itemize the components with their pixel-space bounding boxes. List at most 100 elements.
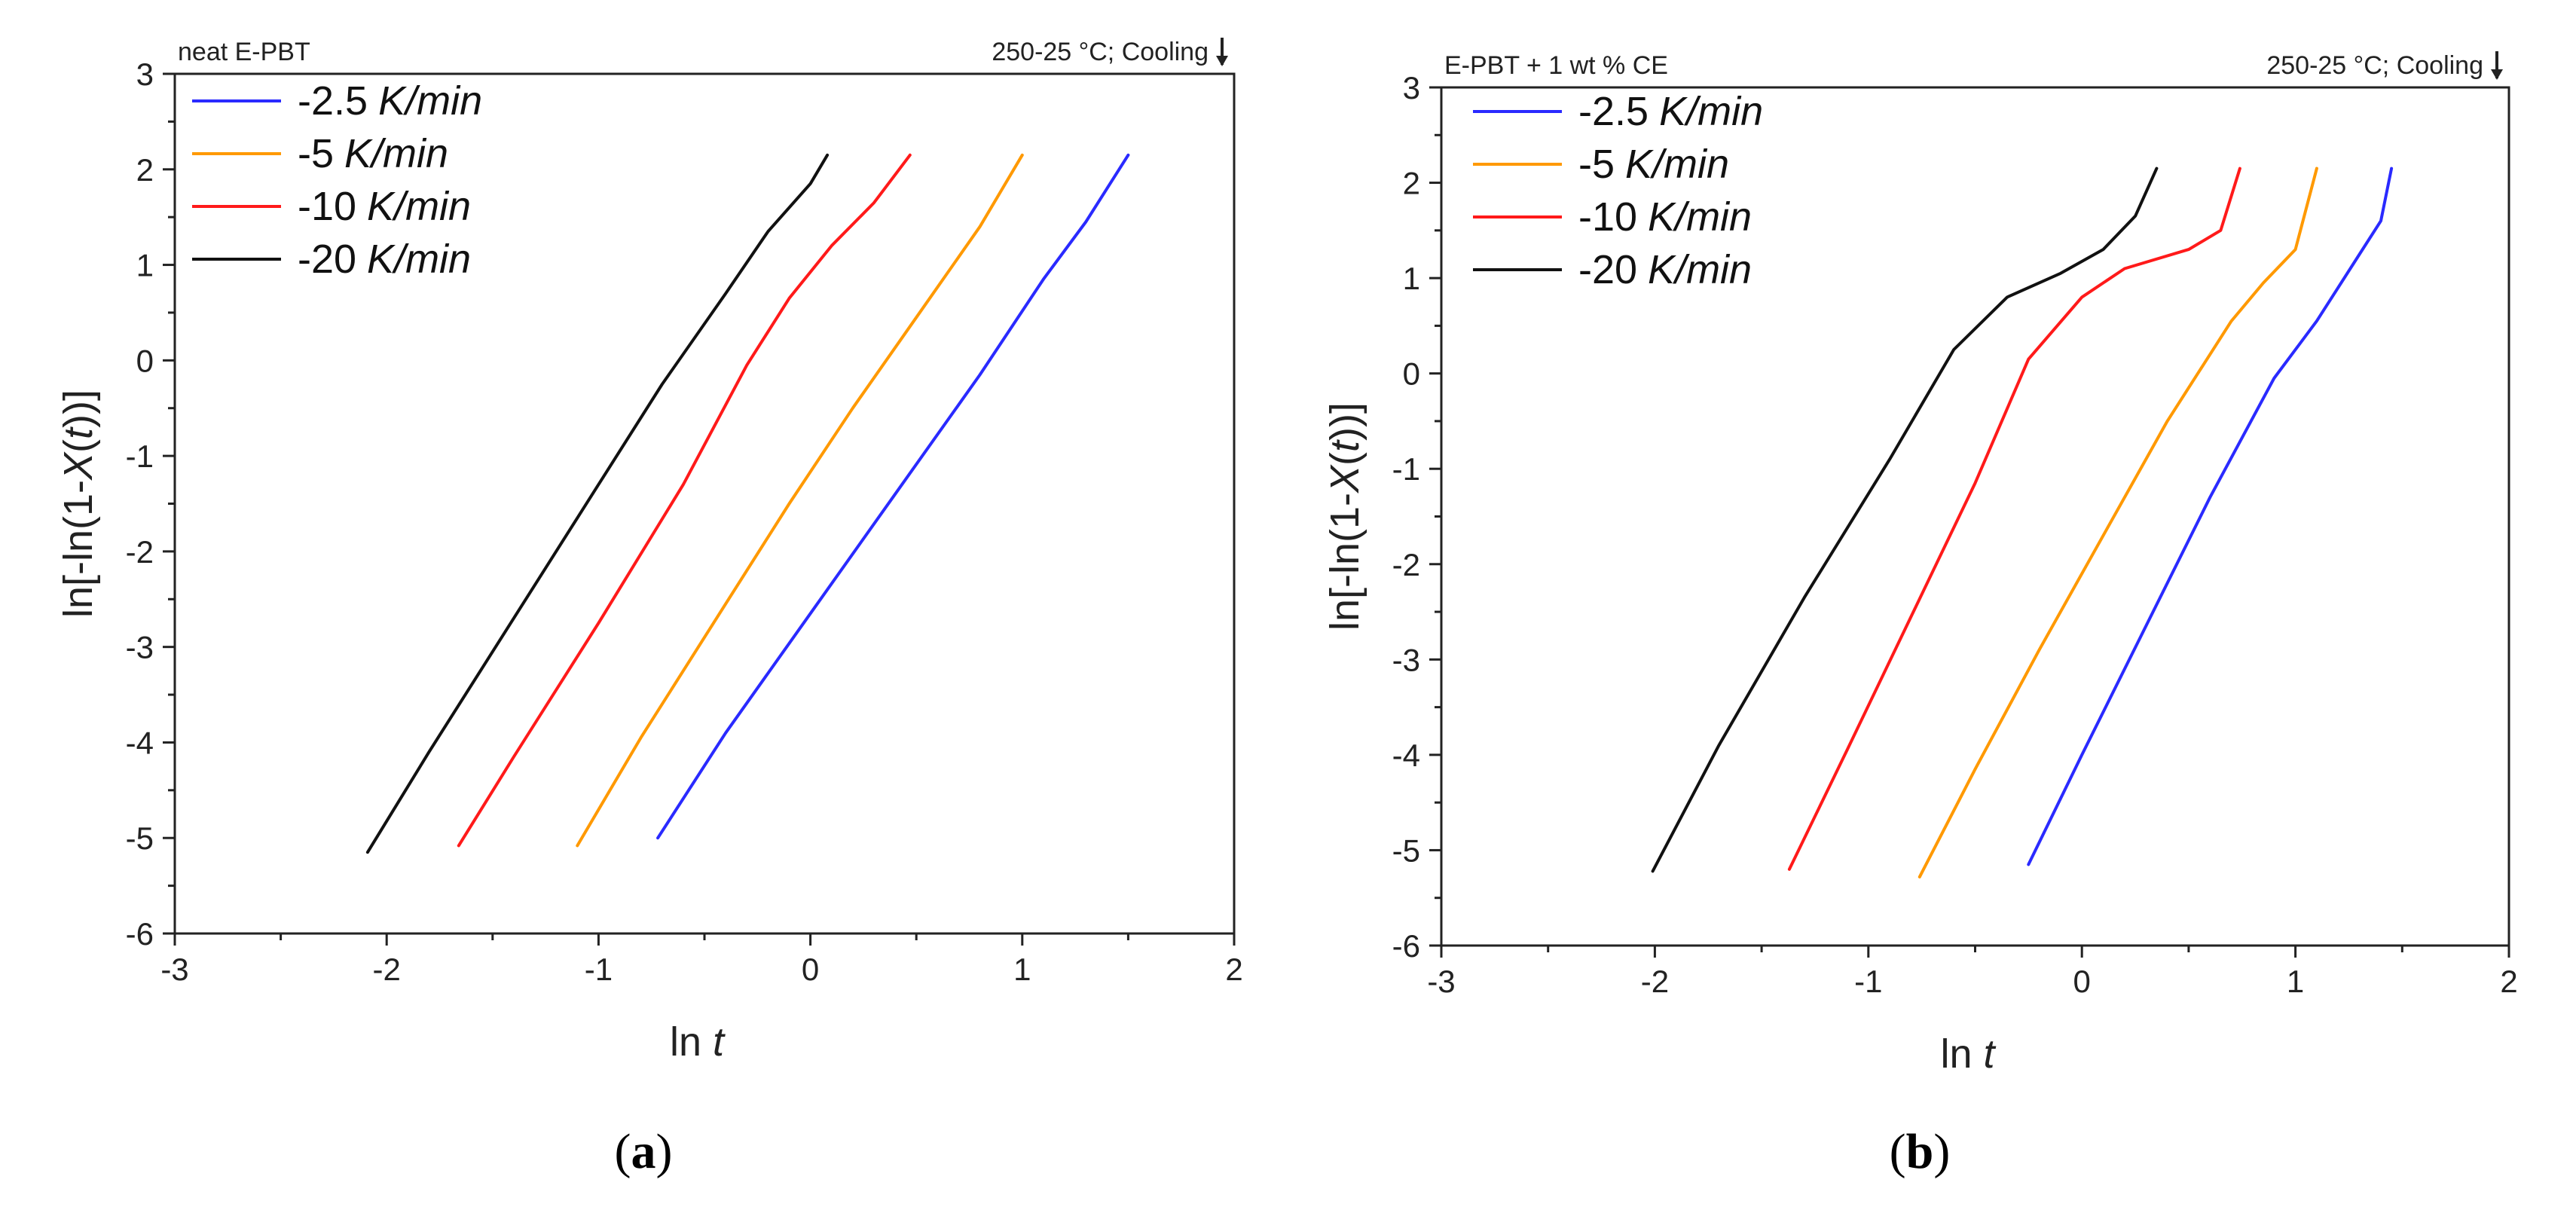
y-tick-label: -1 xyxy=(1392,451,1420,487)
y-tick-label: -4 xyxy=(126,725,154,760)
x-tick-label: -3 xyxy=(160,952,188,987)
y-axis-title-var-t: t xyxy=(56,426,101,439)
x-tick-label: 1 xyxy=(1013,952,1031,987)
panel-label-open: ( xyxy=(1890,1124,1906,1179)
legend-rate: -5 xyxy=(1578,142,1615,187)
y-axis-title-var-x: X xyxy=(1322,464,1367,494)
legend-item: -5 K/min xyxy=(192,131,448,176)
y-axis-title: ln[-ln(1-X(t))] xyxy=(1322,402,1367,631)
y-axis-title-text: ln[-ln(1- xyxy=(1322,493,1367,631)
legend-label: -10 K/min xyxy=(298,184,471,229)
y-tick-label: -3 xyxy=(126,630,154,665)
legend-unit: K/min xyxy=(1625,142,1729,187)
condition-note: 250-25 °C; Cooling xyxy=(2266,51,2483,80)
legend-rate: -2.5 xyxy=(1578,89,1649,134)
y-axis-title-var-t: t xyxy=(1322,439,1367,452)
x-tick-label: -2 xyxy=(1641,964,1669,999)
y-tick-label: -3 xyxy=(1392,642,1420,677)
legend-rate: -10 xyxy=(298,184,356,229)
legend-item: -10 K/min xyxy=(1473,194,1752,240)
condition-note: 250-25 °C; Cooling xyxy=(992,38,1209,66)
y-tick-label: -5 xyxy=(126,820,154,856)
y-tick-label: -2 xyxy=(1392,547,1420,582)
y-axis-title-var-x: X xyxy=(56,451,101,481)
legend-unit: K/min xyxy=(367,237,471,282)
y-tick-label: -5 xyxy=(1392,833,1420,868)
y-axis-title-close: ))] xyxy=(1322,402,1367,441)
legend-item: -2.5 K/min xyxy=(192,78,482,124)
panel-label: (b) xyxy=(1890,1124,1951,1179)
y-axis-title-text: ln[-ln(1- xyxy=(56,480,101,618)
y-tick-label: -4 xyxy=(1392,738,1420,773)
x-tick-label: -1 xyxy=(585,952,613,987)
down-arrow-head xyxy=(1216,56,1228,66)
panel-label-letter: b xyxy=(1906,1124,1934,1179)
series-line--10 xyxy=(1787,167,2241,871)
panel-label-close: ) xyxy=(656,1124,673,1179)
y-axis-title: ln[-ln(1-X(t))] xyxy=(56,390,101,618)
legend-unit: K/min xyxy=(378,78,482,124)
y-axis-title-close: ))] xyxy=(56,390,101,428)
legend-label: -10 K/min xyxy=(1578,194,1752,240)
legend-label: -2.5 K/min xyxy=(1578,89,1763,134)
y-tick-label: 2 xyxy=(136,152,154,188)
y-tick-label: 1 xyxy=(136,248,154,283)
legend-item: -2.5 K/min xyxy=(1473,89,1763,134)
legend-rate: -20 xyxy=(1578,247,1637,292)
legend-unit: K/min xyxy=(1659,89,1763,134)
legend-item: -20 K/min xyxy=(1473,247,1752,292)
series-line--20 xyxy=(1651,167,2159,873)
down-arrow-icon xyxy=(2491,51,2503,80)
x-axis-title: ln t xyxy=(1940,1031,1996,1077)
legend-item: -5 K/min xyxy=(1473,142,1729,187)
x-axis-title-var: t xyxy=(713,1019,726,1065)
x-axis-title-text: ln xyxy=(670,1019,713,1065)
panel-label-close: ) xyxy=(1933,1124,1950,1179)
legend-label: -20 K/min xyxy=(298,237,471,282)
y-tick-label: 0 xyxy=(136,343,154,378)
x-tick-label: 0 xyxy=(2073,964,2091,999)
x-tick-label: -1 xyxy=(1854,964,1882,999)
y-tick-label: -6 xyxy=(1392,928,1420,964)
x-axis-title-var: t xyxy=(1984,1031,1997,1077)
y-tick-label: -2 xyxy=(126,534,154,570)
legend-unit: K/min xyxy=(1648,247,1752,292)
panel-label: (a) xyxy=(615,1124,673,1179)
y-tick-label: -1 xyxy=(126,438,154,474)
sample-note: E-PBT + 1 wt % CE xyxy=(1444,51,1668,80)
series-line--20 xyxy=(365,153,830,854)
legend-rate: -5 xyxy=(298,131,334,176)
legend-label: -5 K/min xyxy=(1578,142,1729,187)
panel-label-letter: a xyxy=(631,1124,656,1179)
legend-item: -10 K/min xyxy=(192,184,471,229)
y-axis-title-paren: ( xyxy=(1322,452,1367,466)
x-axis-title-text: ln xyxy=(1940,1031,1983,1077)
legend-label: -20 K/min xyxy=(1578,247,1752,292)
x-tick-label: -3 xyxy=(1427,964,1455,999)
y-tick-label: 1 xyxy=(1403,261,1420,296)
y-axis-title-paren: ( xyxy=(56,439,101,453)
x-tick-label: 0 xyxy=(802,952,819,987)
y-tick-label: 3 xyxy=(1403,70,1420,105)
x-tick-label: 2 xyxy=(2500,964,2517,999)
series-line--2.5 xyxy=(2027,167,2394,866)
down-arrow-icon xyxy=(1216,38,1228,66)
legend-unit: K/min xyxy=(1648,194,1752,240)
x-tick-label: -2 xyxy=(373,952,401,987)
sample-note: neat E-PBT xyxy=(178,38,310,66)
legend-unit: K/min xyxy=(367,184,471,229)
y-tick-label: 2 xyxy=(1403,166,1420,201)
legend-unit: K/min xyxy=(344,131,448,176)
x-axis-title: ln t xyxy=(670,1019,726,1065)
y-tick-label: -6 xyxy=(126,916,154,952)
x-tick-label: 2 xyxy=(1225,952,1242,987)
x-tick-label: 1 xyxy=(2287,964,2304,999)
legend-label: -2.5 K/min xyxy=(298,78,482,124)
series-line--5 xyxy=(576,153,1024,848)
panel-label-open: ( xyxy=(615,1124,631,1179)
series-line--5 xyxy=(1917,167,2318,878)
legend-label: -5 K/min xyxy=(298,131,448,176)
